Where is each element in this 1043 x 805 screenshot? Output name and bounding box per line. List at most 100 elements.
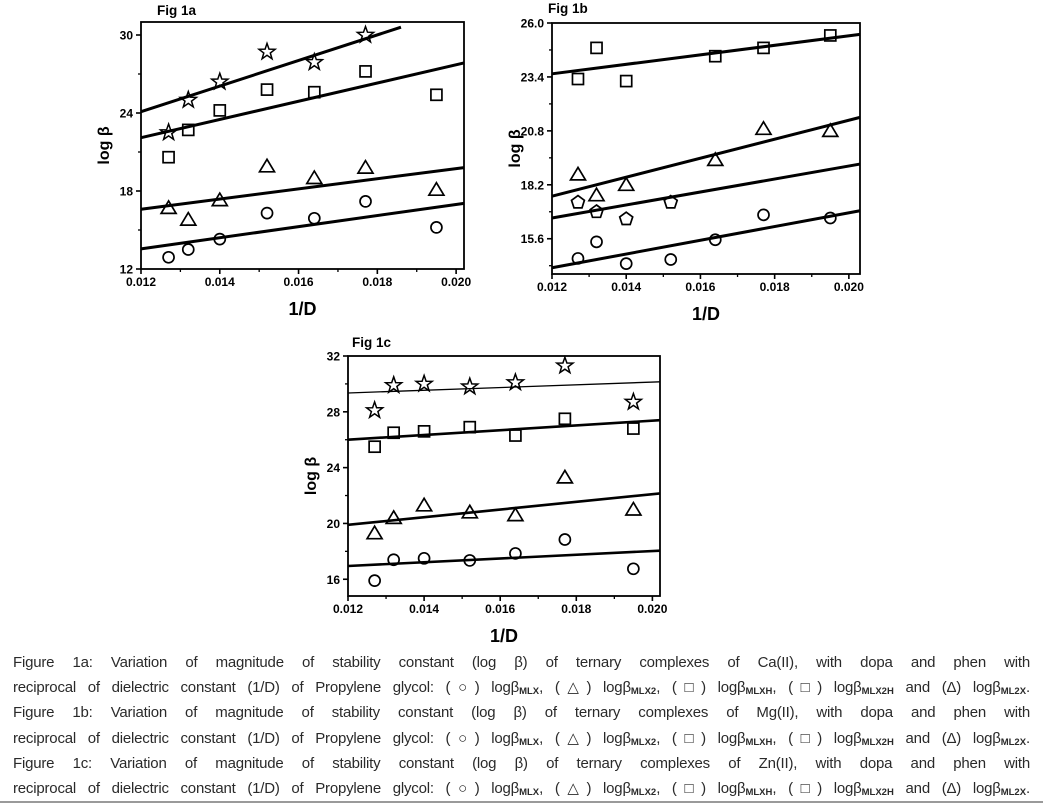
y-tick-label: 24	[120, 107, 134, 121]
y-tick-label: 26.0	[521, 17, 545, 31]
fit-line-square	[551, 32, 861, 76]
caption-line-3: Figure 1b: Variation of magnitude of sta…	[13, 704, 1030, 722]
x-tick-label: 0.016	[685, 280, 715, 294]
series-triangle-markers	[365, 468, 643, 540]
formula-subscript: ML2X	[1000, 736, 1027, 748]
y-tick-label: 30	[120, 29, 134, 43]
formula-subscript: MLX2	[630, 686, 657, 698]
x-tick-label: 0.018	[362, 275, 392, 289]
caption-line-5: Figure 1c: Variation of magnitude of sta…	[13, 754, 1030, 772]
y-axis-label: log β	[303, 457, 320, 495]
plot-frame	[551, 22, 861, 275]
x-tick-label: 0.020	[834, 280, 864, 294]
y-axis: 16 20 24 28 32	[327, 350, 348, 587]
x-tick-label: 0.014	[611, 280, 641, 294]
formula-subscript: MLX2	[630, 787, 657, 799]
formula-subscript: MLX	[519, 686, 540, 698]
formula-subscript: MLX2H	[861, 686, 894, 698]
x-axis-label: 1/D	[692, 304, 720, 324]
x-tick-label: 0.016	[485, 602, 515, 616]
figure-1b-plot: 0.012 0.014 0.016 0.018 0.020 15.6 18.2 20.8 23.…	[493, 0, 880, 330]
x-tick-label: 0.014	[409, 602, 439, 616]
fit-line-triangle	[551, 115, 861, 198]
formula-subscript: MLXH	[745, 787, 773, 799]
y-axis-label: log β	[507, 129, 524, 167]
x-tick-label: 0.018	[561, 602, 591, 616]
series-square-markers	[162, 65, 443, 164]
x-tick-label: 0.014	[205, 275, 235, 289]
caption-line-2: reciprocal of dielectric constant (1/D) …	[13, 679, 1030, 698]
y-tick-label: 20	[327, 517, 341, 531]
x-axis-label: 1/D	[288, 299, 316, 319]
formula-subscript: MLX2	[630, 736, 657, 748]
x-tick-label: 0.012	[126, 275, 156, 289]
series-square-markers	[571, 29, 837, 88]
series-circle-markers	[571, 208, 837, 270]
y-tick-label: 18	[120, 185, 134, 199]
y-tick-label: 28	[327, 405, 341, 419]
fit-line-circle	[347, 549, 661, 568]
formula-subscript: MLX2H	[861, 787, 894, 799]
series-star-markers	[364, 355, 644, 420]
figure-1a-plot: 0.012 0.014 0.016 0.018 0.020 12 18 24 30 Fig 1a 1…	[88, 0, 480, 325]
series-triangle-markers	[568, 120, 840, 202]
x-tick-label: 0.020	[637, 602, 667, 616]
y-tick-label: 18.2	[521, 178, 545, 192]
fit-line-square	[140, 61, 465, 140]
trend-lines	[347, 381, 661, 568]
formula-subscript: ML2X	[1000, 686, 1027, 698]
figure-title: Fig 1b	[548, 1, 588, 16]
series-pentagon-markers	[570, 194, 679, 226]
formula-subscript: MLX2H	[861, 736, 894, 748]
y-axis: 12 18 24 30	[120, 29, 141, 277]
x-tick-label: 0.018	[760, 280, 790, 294]
formula-subscript: ML2X	[1000, 787, 1027, 799]
y-tick-label: 15.6	[521, 232, 545, 246]
fig1c-svg: 0.012 0.014 0.016 0.018 0.020 16 20 24 28 32 Fig 1…	[303, 335, 668, 646]
y-tick-label: 24	[327, 461, 341, 475]
figure-caption: Figure 1a: Variation of magnitude of sta…	[13, 650, 1030, 801]
formula-subscript: MLX	[519, 736, 540, 748]
x-axis: 0.012 0.014 0.016 0.018 0.020	[126, 269, 471, 289]
x-tick-label: 0.012	[333, 602, 363, 616]
x-tick-label: 0.020	[441, 275, 471, 289]
y-tick-label: 12	[120, 263, 134, 277]
x-axis: 0.012 0.014 0.016 0.018 0.020	[537, 274, 864, 294]
figure-title: Fig 1c	[352, 335, 392, 350]
series-circle-markers	[368, 533, 640, 588]
y-tick-label: 20.8	[521, 124, 545, 138]
y-tick-label: 32	[327, 350, 341, 364]
formula-subscript: MLX	[519, 787, 540, 799]
figure-title: Fig 1a	[157, 3, 197, 18]
fig1b-svg: 0.012 0.014 0.016 0.018 0.020 15.6 18.2 20.8 23.…	[507, 1, 864, 324]
formula-subscript: MLXH	[745, 686, 773, 698]
fit-line-triangle	[347, 492, 661, 527]
caption-line-1: Figure 1a: Variation of magnitude of sta…	[13, 654, 1030, 671]
fit-line-circle	[140, 201, 465, 251]
series-star-markers	[158, 24, 376, 142]
series-circle-markers	[162, 195, 443, 264]
x-tick-label: 0.016	[284, 275, 314, 289]
formula-subscript: MLXH	[745, 736, 773, 748]
y-tick-label: 23.4	[521, 70, 545, 84]
caption-line-4: reciprocal of dielectric constant (1/D) …	[13, 729, 1030, 748]
y-tick-label: 16	[327, 573, 341, 587]
fit-line-star	[140, 25, 402, 114]
fit-line-circle	[551, 209, 861, 270]
fit-line-square	[347, 418, 661, 442]
plot-frame	[140, 21, 465, 270]
y-axis-label: log β	[96, 126, 113, 164]
plot-frame	[347, 355, 661, 597]
fit-line-triangle	[140, 166, 465, 211]
x-axis-label: 1/D	[490, 626, 518, 646]
fig1a-svg: 0.012 0.014 0.016 0.018 0.020 12 18 24 30 Fig 1a 1…	[96, 3, 471, 319]
x-axis: 0.012 0.014 0.016 0.018 0.020	[333, 596, 668, 616]
bottom-divider	[0, 801, 1043, 803]
trend-lines	[551, 32, 861, 270]
x-tick-label: 0.012	[537, 280, 567, 294]
y-axis: 15.6 18.2 20.8 23.4 26.0	[521, 17, 552, 267]
figure-1c-plot: 0.012 0.014 0.016 0.018 0.020 16 20 24 28 32 Fig 1…	[290, 325, 678, 655]
series-triangle-markers	[159, 157, 446, 226]
series-square-markers	[368, 412, 640, 454]
